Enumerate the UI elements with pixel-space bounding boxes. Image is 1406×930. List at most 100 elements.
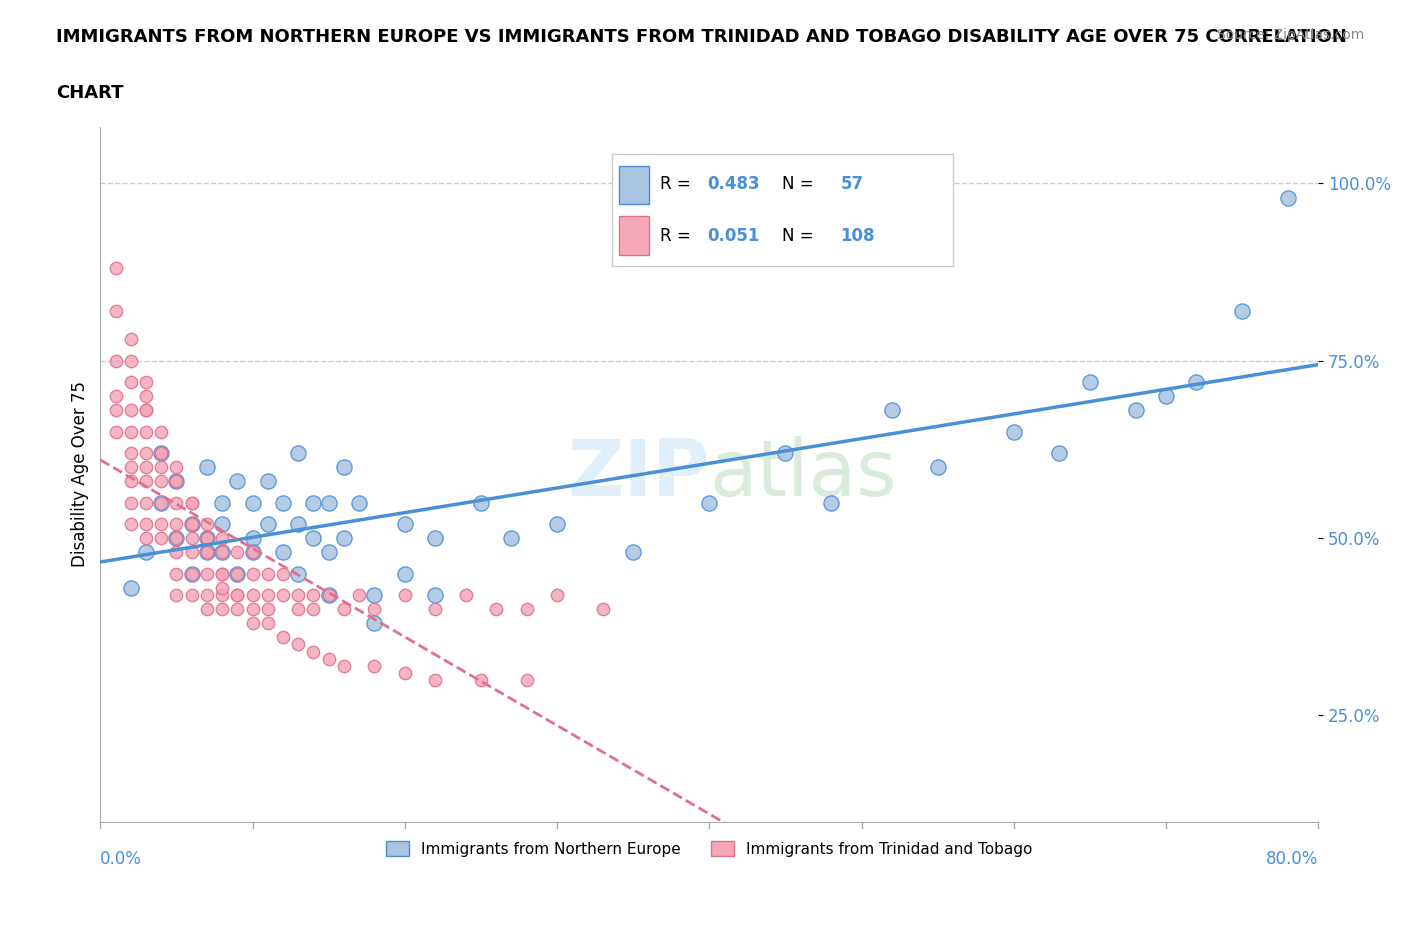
Point — [318, 495, 340, 510]
Point — [180, 531, 202, 546]
Point — [135, 545, 157, 560]
Point — [470, 495, 492, 510]
Point — [120, 375, 142, 390]
Point — [1002, 424, 1025, 439]
Point — [104, 389, 127, 404]
Point — [302, 588, 325, 603]
Point — [256, 602, 278, 617]
Point — [135, 531, 157, 546]
Point — [135, 516, 157, 531]
Point — [271, 545, 294, 560]
Point — [120, 495, 142, 510]
Point — [318, 651, 340, 666]
Point — [135, 445, 157, 460]
Point — [820, 495, 842, 510]
Point — [166, 545, 188, 560]
Point — [135, 474, 157, 489]
Point — [166, 459, 188, 474]
Point — [333, 602, 356, 617]
Point — [120, 445, 142, 460]
Point — [166, 531, 188, 546]
Point — [150, 531, 173, 546]
Point — [195, 531, 218, 546]
Point — [120, 459, 142, 474]
Point — [318, 588, 340, 603]
Point — [394, 666, 416, 681]
Point — [242, 588, 264, 603]
Point — [180, 588, 202, 603]
Point — [120, 516, 142, 531]
Point — [333, 531, 356, 546]
Point — [166, 474, 188, 489]
Point — [302, 602, 325, 617]
Point — [363, 658, 385, 673]
Point — [166, 516, 188, 531]
Point — [150, 445, 173, 460]
Point — [454, 588, 477, 603]
Point — [697, 495, 720, 510]
Point — [211, 516, 233, 531]
Point — [1154, 389, 1177, 404]
Point — [195, 459, 218, 474]
Point — [180, 495, 202, 510]
Point — [150, 495, 173, 510]
Point — [880, 403, 903, 418]
Point — [318, 588, 340, 603]
Point — [180, 495, 202, 510]
Point — [1078, 375, 1101, 390]
Point — [195, 588, 218, 603]
Point — [256, 588, 278, 603]
Point — [256, 616, 278, 631]
Point — [120, 403, 142, 418]
Point — [516, 672, 538, 687]
Point — [287, 445, 309, 460]
Point — [104, 261, 127, 276]
Point — [242, 495, 264, 510]
Point — [927, 459, 949, 474]
Point — [425, 531, 447, 546]
Point — [104, 303, 127, 318]
Point — [287, 516, 309, 531]
Point — [120, 424, 142, 439]
Point — [1277, 190, 1299, 205]
Text: Source: ZipAtlas.com: Source: ZipAtlas.com — [1216, 28, 1364, 42]
Point — [242, 545, 264, 560]
Point — [135, 424, 157, 439]
Point — [104, 424, 127, 439]
Point — [211, 566, 233, 581]
Point — [135, 389, 157, 404]
Text: 0.0%: 0.0% — [100, 850, 142, 868]
Point — [287, 637, 309, 652]
Point — [104, 403, 127, 418]
Point — [425, 602, 447, 617]
Point — [302, 531, 325, 546]
Point — [180, 516, 202, 531]
Point — [242, 545, 264, 560]
Point — [150, 474, 173, 489]
Point — [394, 516, 416, 531]
Point — [256, 474, 278, 489]
Point — [470, 672, 492, 687]
Point — [135, 403, 157, 418]
Text: IMMIGRANTS FROM NORTHERN EUROPE VS IMMIGRANTS FROM TRINIDAD AND TOBAGO DISABILIT: IMMIGRANTS FROM NORTHERN EUROPE VS IMMIG… — [56, 28, 1347, 46]
Point — [1230, 303, 1253, 318]
Point — [211, 531, 233, 546]
Point — [226, 588, 249, 603]
Point — [242, 616, 264, 631]
Point — [302, 495, 325, 510]
Point — [180, 566, 202, 581]
Point — [425, 588, 447, 603]
Point — [166, 566, 188, 581]
Point — [104, 353, 127, 368]
Y-axis label: Disability Age Over 75: Disability Age Over 75 — [72, 381, 89, 567]
Point — [120, 580, 142, 595]
Point — [135, 495, 157, 510]
Point — [195, 531, 218, 546]
Point — [211, 602, 233, 617]
Point — [333, 658, 356, 673]
Text: 80.0%: 80.0% — [1265, 850, 1319, 868]
Point — [242, 602, 264, 617]
Point — [1185, 375, 1208, 390]
Text: atlas: atlas — [709, 436, 897, 512]
Point — [333, 459, 356, 474]
